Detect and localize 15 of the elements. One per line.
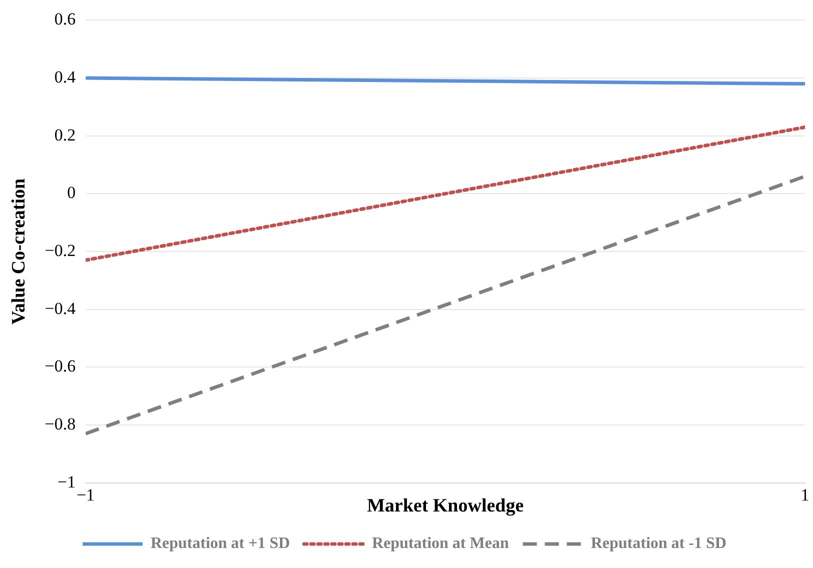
y-tick-label: 0.4: [54, 67, 76, 86]
legend-label: Reputation at Mean: [372, 535, 509, 552]
y-tick-label: 0: [67, 183, 76, 202]
y-tick-label: −0.4: [44, 298, 76, 318]
y-axis-title: Value Co-creation: [8, 178, 30, 325]
x-axis-title: Market Knowledge: [366, 496, 524, 517]
y-tick-label: −0.6: [44, 356, 76, 376]
y-tick-label: −0.2: [44, 240, 76, 260]
legend-label: Reputation at +1 SD: [150, 535, 290, 552]
y-tick-label: −1: [58, 472, 76, 492]
legend-label: Reputation at -1 SD: [590, 535, 726, 552]
x-tick-label: 1: [800, 485, 810, 504]
y-tick-label: −0.8: [44, 414, 76, 434]
y-tick-label: 0.2: [54, 125, 76, 144]
y-tick-label: 0.6: [54, 10, 76, 29]
